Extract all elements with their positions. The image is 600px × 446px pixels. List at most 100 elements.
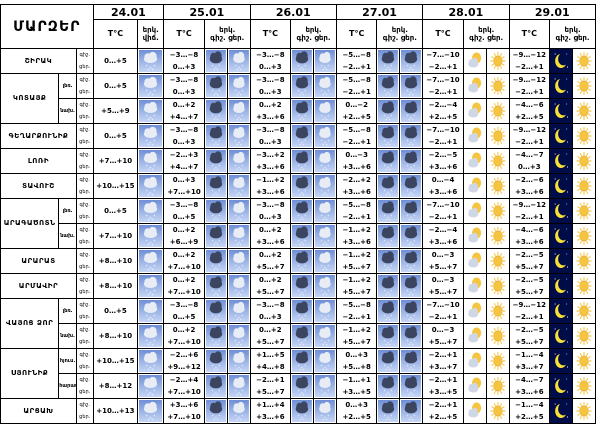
- moon-icon: [549, 198, 573, 224]
- dark-snow-cloud-icon: * * * * *: [376, 298, 401, 324]
- svg-text:*: *: [213, 119, 215, 122]
- snow-cloud-icon: * * * * *: [137, 398, 165, 424]
- snow-cloud-icon: * * * * *: [313, 173, 337, 199]
- temp-night: −2…+1: [428, 351, 458, 359]
- sun-icon: [571, 48, 597, 74]
- moon-icon: [549, 48, 573, 74]
- dark-snow-cloud-icon: * * * * *: [203, 373, 228, 399]
- svg-text:*: *: [239, 94, 241, 97]
- temp-night: 0…+3: [345, 351, 368, 359]
- period-day: ցեր.: [79, 139, 91, 145]
- svg-text:*: *: [389, 369, 391, 372]
- temp-day: +2…+5: [342, 413, 371, 421]
- subregion-name: լեռ.: [58, 73, 77, 99]
- svg-text:*: *: [391, 315, 393, 319]
- temp-cell: 0…−2 +2…+5: [335, 98, 378, 124]
- temp-night: −3…−8: [169, 126, 199, 134]
- temp-night: −1…+2: [342, 276, 371, 284]
- svg-text:*: *: [234, 365, 236, 369]
- svg-text:*: *: [239, 294, 241, 297]
- temp-night: −5…−8: [342, 201, 371, 209]
- temp-cell: 0…+2 +3…+6: [249, 98, 292, 124]
- dark-snow-cloud-icon: * * * * *: [290, 148, 314, 174]
- svg-text:*: *: [241, 90, 243, 94]
- sun-icon: [571, 298, 597, 324]
- sky-col-header: երկ. գիշ. ցեր.: [462, 19, 510, 49]
- region-name: ԳԵՂԱՐՔՈՒՆԻՔ: [0, 123, 77, 149]
- svg-text:*: *: [410, 192, 412, 196]
- svg-text:*: *: [301, 417, 303, 421]
- temp-day: 0…+3: [259, 213, 282, 221]
- svg-text:*: *: [152, 143, 154, 147]
- svg-text:*: *: [326, 294, 328, 297]
- temp-cell: 0…+5: [92, 48, 139, 74]
- forecast-row: ԼՈՌԻ գիշ. ցեր. +7…+10 * * * * * −2…+3 +4…+7 * * * * * * *…: [0, 148, 597, 174]
- period-day: ցեր.: [79, 189, 91, 195]
- svg-text:*: *: [241, 240, 243, 244]
- moon-icon: [549, 273, 573, 299]
- svg-text:*: *: [321, 265, 323, 269]
- moon-icon: [549, 123, 573, 149]
- dark-snow-cloud-icon: * * * * *: [376, 323, 401, 349]
- temp-day: +7…+10: [167, 263, 201, 271]
- svg-text:*: *: [241, 190, 243, 194]
- svg-text:*: *: [389, 244, 391, 247]
- sky-col-day: ցեր.: [314, 34, 331, 42]
- dark-snow-cloud-icon: * * * * *: [290, 348, 314, 374]
- svg-text:*: *: [212, 315, 214, 319]
- svg-text:*: *: [326, 244, 328, 247]
- svg-text:*: *: [241, 315, 243, 319]
- snow-cloud-icon: * * * * *: [226, 373, 251, 399]
- snow-cloud-icon: * * * * *: [226, 348, 251, 374]
- snow-cloud-icon: * * * * *: [226, 398, 251, 424]
- svg-text:*: *: [414, 240, 416, 244]
- snow-cloud-icon: * * * * *: [313, 98, 337, 124]
- svg-text:*: *: [213, 369, 215, 372]
- svg-text:*: *: [150, 416, 152, 421]
- snow-cloud-icon: * * * * *: [313, 48, 337, 74]
- temp-cell: −3…−8 0…+3: [249, 198, 292, 224]
- svg-text:*: *: [146, 314, 148, 319]
- region-name: ԿՈՏԱՅՔ: [0, 73, 60, 124]
- snow-cloud-icon: * * * * *: [313, 198, 337, 224]
- svg-text:*: *: [234, 190, 236, 194]
- svg-text:*: *: [217, 394, 219, 397]
- svg-text:*: *: [414, 340, 416, 344]
- svg-text:*: *: [321, 240, 323, 244]
- svg-text:*: *: [389, 269, 391, 272]
- svg-text:*: *: [407, 365, 409, 369]
- svg-text:*: *: [146, 64, 148, 69]
- svg-text:*: *: [322, 144, 324, 147]
- dark-snow-cloud-icon: * * * * *: [376, 348, 401, 374]
- temp-day: −2…+1: [428, 213, 458, 221]
- svg-text:*: *: [217, 169, 219, 172]
- temp-day: +3…+6: [342, 238, 371, 246]
- svg-text:*: *: [238, 117, 240, 121]
- svg-text:*: *: [389, 119, 391, 122]
- svg-text:*: *: [391, 240, 393, 244]
- svg-text:*: *: [298, 140, 300, 144]
- svg-text:*: *: [388, 317, 390, 321]
- svg-text:*: *: [384, 415, 386, 419]
- temp-day: −2…+1: [515, 88, 544, 96]
- temp-cell: −9…−12 −2…+1: [508, 298, 551, 324]
- period-day: ցեր.: [79, 164, 91, 170]
- temp-night: −4…−6: [515, 101, 544, 109]
- temp-cell: +1…+5 +4…+8: [249, 348, 292, 374]
- temp-night: −2…−5: [428, 151, 458, 159]
- svg-text:*: *: [238, 392, 240, 396]
- moon-icon: [549, 298, 573, 324]
- svg-text:*: *: [384, 365, 386, 369]
- svg-text:*: *: [388, 292, 390, 296]
- temp-day: +3…+6: [515, 388, 544, 396]
- svg-text:*: *: [300, 169, 302, 172]
- svg-text:*: *: [236, 219, 238, 222]
- temp-col-header: T°C: [92, 19, 139, 49]
- svg-text:*: *: [154, 64, 156, 69]
- svg-text:*: *: [146, 139, 148, 144]
- sun-icon: [571, 323, 597, 349]
- svg-text:*: *: [414, 215, 416, 219]
- svg-text:*: *: [298, 415, 300, 419]
- svg-text:*: *: [301, 292, 303, 296]
- svg-text:*: *: [412, 169, 414, 172]
